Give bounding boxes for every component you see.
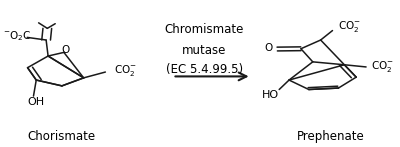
Text: Chorismate: Chorismate [28,130,96,143]
Text: HO: HO [262,90,279,100]
Text: CO$_2^{-}$: CO$_2^{-}$ [338,19,361,34]
Text: CO$_2^{-}$: CO$_2^{-}$ [371,59,394,74]
Text: mutase: mutase [182,44,226,57]
Text: (EC 5.4.99.5): (EC 5.4.99.5) [166,63,243,76]
Text: OH: OH [27,97,44,107]
Text: Chromismate: Chromismate [164,23,244,36]
Text: CO$_2^{-}$: CO$_2^{-}$ [114,63,137,78]
Text: O: O [264,43,273,53]
Text: Prephenate: Prephenate [297,130,364,143]
Text: $^{-}$O$_2$C: $^{-}$O$_2$C [3,29,31,42]
Text: O: O [61,45,70,55]
